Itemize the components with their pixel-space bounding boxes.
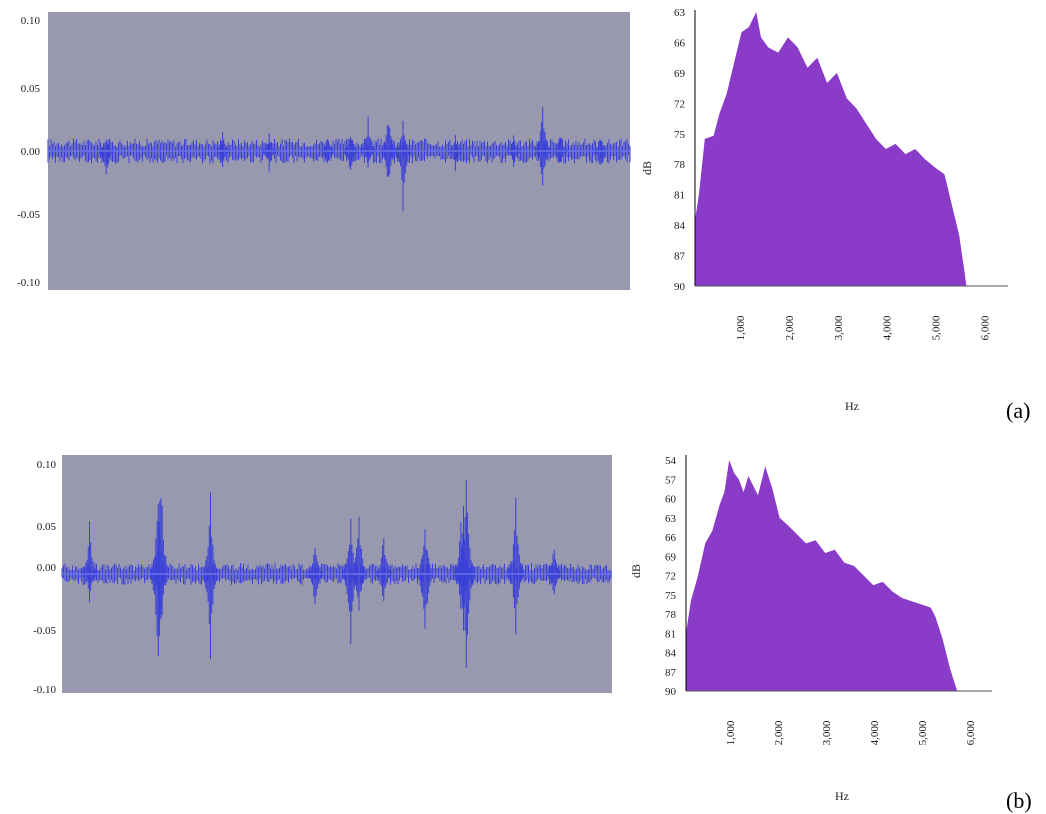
spectrum-b-xticks: 1,000 2,000 3,000 4,000 5,000 6,000 (725, 720, 977, 745)
panel-label-a: (a) (1006, 398, 1030, 423)
spectrum-a-ytick-3: 72 (674, 98, 685, 110)
waveform-b-ytick-0: 0.10 (37, 459, 57, 471)
waveform-b-spike-2 (153, 498, 169, 620)
spectrum-a-ytick-2: 69 (674, 68, 686, 80)
spectrum-a-xlabel: Hz (845, 399, 859, 413)
spectrum-a-xtick-5: 6,000 (980, 315, 992, 340)
spectrum-b-area (686, 460, 958, 691)
spectrum-a-ytick-9: 90 (674, 281, 686, 293)
spectrum-a-ytick-4: 75 (674, 129, 686, 141)
waveform-b-ytick-3: -0.05 (33, 625, 56, 637)
spectrum-a-ytick-6: 81 (674, 190, 685, 202)
spectrum-a-ytick-7: 84 (674, 220, 686, 232)
waveform-a-spike-7 (395, 120, 411, 212)
spectrum-b-ytick-2: 60 (665, 494, 677, 506)
spectrum-a-ytick-8: 87 (674, 251, 686, 263)
spectrum-b-ytick-1: 57 (665, 474, 677, 486)
waveform-a-trace (47, 107, 631, 212)
spectrum-b-ytick-7: 75 (665, 590, 677, 602)
spectrum-a-xtick-4: 5,000 (931, 315, 943, 340)
spectrum-b-xtick-2: 3,000 (821, 720, 833, 745)
spectrum-a-xtick-2: 3,000 (833, 315, 845, 340)
waveform-a-ytick-1: 0.05 (21, 83, 41, 95)
spectrum-a-ylabel: dB (640, 161, 654, 175)
spectrum-b-yticks: 54 57 60 63 66 69 72 75 78 81 84 87 90 (665, 455, 677, 698)
spectrum-b-ytick-3: 63 (665, 513, 677, 525)
waveform-a-ytick-0: 0.10 (21, 15, 41, 27)
spectrum-b-ytick-10: 84 (665, 648, 677, 660)
waveform-chart-b: 0.10 0.05 0.00 -0.05 -0.10 (33, 455, 612, 696)
spectrum-chart-a: 63 66 69 72 75 78 81 84 87 90 1,000 2,000 3,000 4,00… (640, 7, 1008, 413)
spectrum-a-xtick-1: 2,000 (784, 315, 796, 340)
waveform-a-ytick-4: -0.10 (17, 277, 40, 289)
spectrum-b-ylabel: dB (629, 564, 643, 578)
spectrum-a-xtick-0: 1,000 (735, 315, 747, 340)
panel-label-b: (b) (1006, 788, 1032, 813)
spectrum-b-xtick-5: 6,000 (965, 720, 977, 745)
spectrum-b-xtick-0: 1,000 (725, 720, 737, 745)
waveform-chart-a: 0.10 0.05 0.00 -0.05 -0.10 (17, 12, 631, 290)
spectrum-b-xtick-3: 4,000 (869, 720, 881, 745)
spectrum-a-yticks: 63 66 69 72 75 78 81 84 87 90 (674, 7, 686, 293)
waveform-b-ytick-2: 0.00 (37, 562, 57, 574)
spectrum-b-ytick-11: 87 (665, 667, 677, 679)
spectrum-b-ytick-8: 78 (665, 609, 677, 621)
spectrum-a-ytick-1: 66 (674, 37, 686, 49)
spectrum-b-ytick-5: 69 (665, 551, 677, 563)
spectrum-b-ytick-9: 81 (665, 628, 676, 640)
waveform-b-ytick-4: -0.10 (33, 684, 56, 696)
spectrum-a-xtick-3: 4,000 (882, 315, 894, 340)
spectrum-b-ytick-6: 72 (665, 571, 676, 583)
waveform-b-ytick-1: 0.05 (37, 521, 57, 533)
spectrum-b-xtick-4: 5,000 (917, 720, 929, 745)
spectrum-b-ytick-12: 90 (665, 686, 677, 698)
spectrum-b-ytick-0: 54 (665, 455, 677, 467)
spectrum-a-ytick-5: 78 (674, 159, 686, 171)
spectrum-a-ytick-0: 63 (674, 7, 686, 19)
spectrum-b-xtick-1: 2,000 (773, 720, 785, 745)
spectrum-b-ytick-4: 66 (665, 532, 677, 544)
spectrum-chart-b: 54 57 60 63 66 69 72 75 78 81 84 87 90 1,000 2,000 3,0… (629, 455, 992, 803)
spectrum-b-xlabel: Hz (835, 789, 849, 803)
waveform-b-trace (61, 480, 612, 668)
waveform-a-ytick-2: 0.00 (21, 146, 41, 158)
spectrum-a-area (695, 12, 967, 286)
spectrum-a-xticks: 1,000 2,000 3,000 4,000 5,000 6,000 (735, 315, 992, 340)
waveform-a-ytick-3: -0.05 (17, 209, 40, 221)
waveform-b-spike-6 (351, 516, 367, 611)
